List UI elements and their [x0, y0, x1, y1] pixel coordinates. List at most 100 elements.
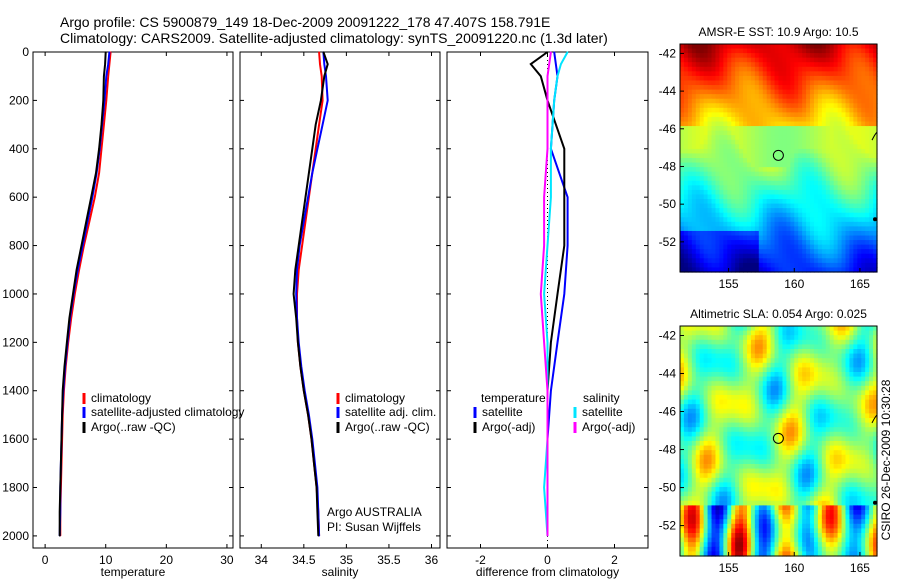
- diff-legend-sal-argo-label: Argo(-adj): [582, 420, 635, 434]
- difference-data-point: [567, 196, 569, 198]
- salinity-data-point: [321, 75, 323, 77]
- diff-legend-title-temperature: temperature: [481, 391, 546, 405]
- salinity-data-point: [303, 220, 305, 222]
- salinity-xtick-label: 35: [340, 553, 354, 567]
- temperature-data-point: [90, 196, 92, 198]
- difference-data-point: [560, 63, 562, 65]
- temperature-data-point: [105, 99, 107, 101]
- difference-data-point: [546, 75, 549, 77]
- diff-legend-temp-argo-label: Argo(-adj): [482, 420, 535, 434]
- difference-data-point: [556, 293, 559, 295]
- depth-tick-label: 1200: [2, 335, 29, 349]
- salinity-data-point: [299, 365, 302, 368]
- difference-data-point: [543, 486, 545, 489]
- depth-tick-label: 600: [9, 190, 29, 204]
- temperature-data-point: [108, 51, 110, 53]
- salinity-data-point: [301, 220, 303, 222]
- depth-tick-label: 1400: [2, 384, 29, 398]
- temperature-data-point: [59, 486, 61, 489]
- sla-map-xtick-label: 160: [784, 561, 804, 575]
- difference-data-point: [553, 51, 555, 53]
- temperature-data-point: [100, 148, 103, 150]
- difference-data-point: [563, 148, 565, 150]
- temperature-data-point: [94, 196, 96, 198]
- salinity-data-point: [310, 438, 313, 440]
- depth-tick-label: 0: [22, 45, 29, 59]
- temperature-xtick-label: 20: [160, 553, 174, 567]
- temperature-data-point: [80, 244, 83, 247]
- sla-map-coastline: [871, 414, 878, 424]
- temperature-data-point: [100, 123, 103, 126]
- temp-legend-argo-label: Argo(..raw -QC): [91, 420, 176, 434]
- temperature-data-point: [98, 172, 100, 174]
- diff-legend-temp-sat-label: satellite: [482, 405, 523, 419]
- temperature-data-point: [59, 535, 61, 537]
- difference-data-point: [563, 293, 565, 295]
- difference-data-point: [543, 341, 545, 343]
- salinity-xtick-label: 35.5: [377, 553, 401, 567]
- sst-map-island: [873, 217, 877, 222]
- difference-data-point: [546, 148, 549, 150]
- sst-map-ytick-label: -46: [659, 122, 677, 136]
- salinity-data-point: [315, 123, 317, 126]
- salinity-data-point: [303, 390, 305, 392]
- sst-map-xtick-label: 165: [850, 277, 870, 291]
- sla-map-ytick-label: -46: [659, 405, 677, 419]
- salinity-data-point: [318, 123, 320, 126]
- temperature-data-point: [72, 293, 74, 295]
- salinity-xtick-label: 34: [255, 553, 269, 567]
- salinity-data-point: [307, 414, 309, 416]
- difference-data-point: [546, 341, 549, 343]
- difference-data-point: [546, 438, 549, 440]
- temperature-data-point: [107, 75, 109, 77]
- salinity-xlabel: salinity: [322, 565, 359, 579]
- temperature-data-point: [62, 390, 64, 392]
- salinity-xtick-label: 34.5: [292, 553, 316, 567]
- sst-map-field: [680, 44, 878, 273]
- sst-map-ytick-label: -52: [659, 235, 677, 249]
- difference-data-point: [563, 196, 565, 198]
- sst-map-xtick-label: 155: [719, 277, 739, 291]
- salinity-data-point: [321, 99, 324, 101]
- difference-data-point: [563, 244, 565, 247]
- sla-map-ytick-label: -44: [659, 367, 677, 381]
- sst-map-float-position-marker: [772, 149, 784, 161]
- temperature-axes-frame: [32, 51, 234, 549]
- salinity-series-argo-raw-qc-: [292, 51, 329, 536]
- salinity-data-point: [315, 148, 317, 150]
- temperature-data-point: [60, 462, 62, 464]
- temperature-xtick-label: 10: [99, 553, 113, 567]
- difference-data-point: [567, 244, 569, 247]
- salinity-data-point: [307, 196, 309, 198]
- sla-map-ytick-label: -42: [659, 329, 677, 343]
- temp-legend-clim-label: climatology: [91, 391, 151, 405]
- salinity-axes-frame: [239, 51, 441, 549]
- difference-data-point: [540, 293, 542, 295]
- temperature-data-point: [105, 51, 107, 53]
- difference-xtick-label: 0: [544, 553, 551, 567]
- pi-name-label: PI: Susan Wijffels: [327, 520, 421, 534]
- temperature-data-point: [88, 220, 90, 222]
- salinity-data-point: [295, 317, 297, 319]
- difference-data-point: [546, 99, 549, 101]
- salinity-data-point: [304, 196, 307, 198]
- temperature-data-point: [76, 269, 78, 271]
- temperature-data-point: [107, 63, 109, 65]
- difference-data-point: [546, 51, 549, 53]
- temperature-data-point: [61, 414, 63, 416]
- temperature-data-point: [105, 75, 107, 77]
- difference-data-point: [546, 390, 549, 392]
- salinity-data-point: [323, 63, 325, 65]
- salinity-data-point: [327, 63, 329, 65]
- difference-xtick-label: 2: [611, 553, 618, 567]
- sla-map-ytick-label: -48: [659, 443, 677, 457]
- salinity-data-point: [311, 148, 313, 150]
- difference-data-point: [550, 341, 552, 343]
- salinity-data-point: [297, 341, 299, 343]
- difference-data-point: [567, 51, 569, 53]
- salinity-data-point: [296, 269, 298, 271]
- salinity-data-point: [322, 51, 325, 53]
- difference-data-point: [546, 486, 549, 489]
- salinity-xtick-label: 36: [425, 553, 439, 567]
